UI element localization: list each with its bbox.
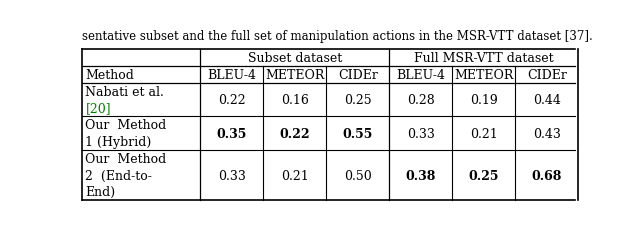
Text: Full MSR-VTT dataset: Full MSR-VTT dataset [414,52,554,65]
Text: 0.22: 0.22 [218,94,246,107]
Text: CIDEr: CIDEr [338,69,378,82]
Text: 2  (End-to-: 2 (End-to- [86,169,152,182]
Text: Method: Method [86,69,134,82]
Text: 0.21: 0.21 [281,169,308,182]
Text: BLEU-4: BLEU-4 [207,69,256,82]
Text: Our  Method: Our Method [86,152,166,165]
Text: sentative subset and the full set of manipulation actions in the MSR-VTT dataset: sentative subset and the full set of man… [83,30,593,43]
Text: 0.68: 0.68 [532,169,562,182]
Text: Subset dataset: Subset dataset [248,52,342,65]
Text: 0.33: 0.33 [407,127,435,140]
Text: 0.19: 0.19 [470,94,498,107]
Text: 0.25: 0.25 [468,169,499,182]
Text: [20]: [20] [86,102,111,115]
Text: 0.25: 0.25 [344,94,372,107]
Text: 0.33: 0.33 [218,169,246,182]
Text: End): End) [86,185,116,198]
Text: 0.16: 0.16 [281,94,308,107]
Text: 0.43: 0.43 [533,127,561,140]
Text: 0.44: 0.44 [533,94,561,107]
Text: 0.50: 0.50 [344,169,372,182]
Text: 0.21: 0.21 [470,127,498,140]
Text: METEOR: METEOR [265,69,324,82]
Text: 0.55: 0.55 [342,127,373,140]
Text: Nabati et al.: Nabati et al. [86,85,164,98]
Text: 0.28: 0.28 [407,94,435,107]
Text: BLEU-4: BLEU-4 [396,69,445,82]
Text: 0.35: 0.35 [216,127,247,140]
Text: 0.38: 0.38 [406,169,436,182]
Text: CIDEr: CIDEr [527,69,567,82]
Text: Our  Method: Our Method [86,119,166,132]
Text: METEOR: METEOR [454,69,514,82]
Text: 0.22: 0.22 [280,127,310,140]
Text: 1 (Hybrid): 1 (Hybrid) [86,136,152,148]
